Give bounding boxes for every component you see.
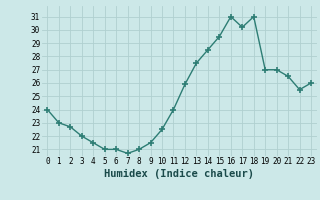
X-axis label: Humidex (Indice chaleur): Humidex (Indice chaleur) <box>104 169 254 179</box>
